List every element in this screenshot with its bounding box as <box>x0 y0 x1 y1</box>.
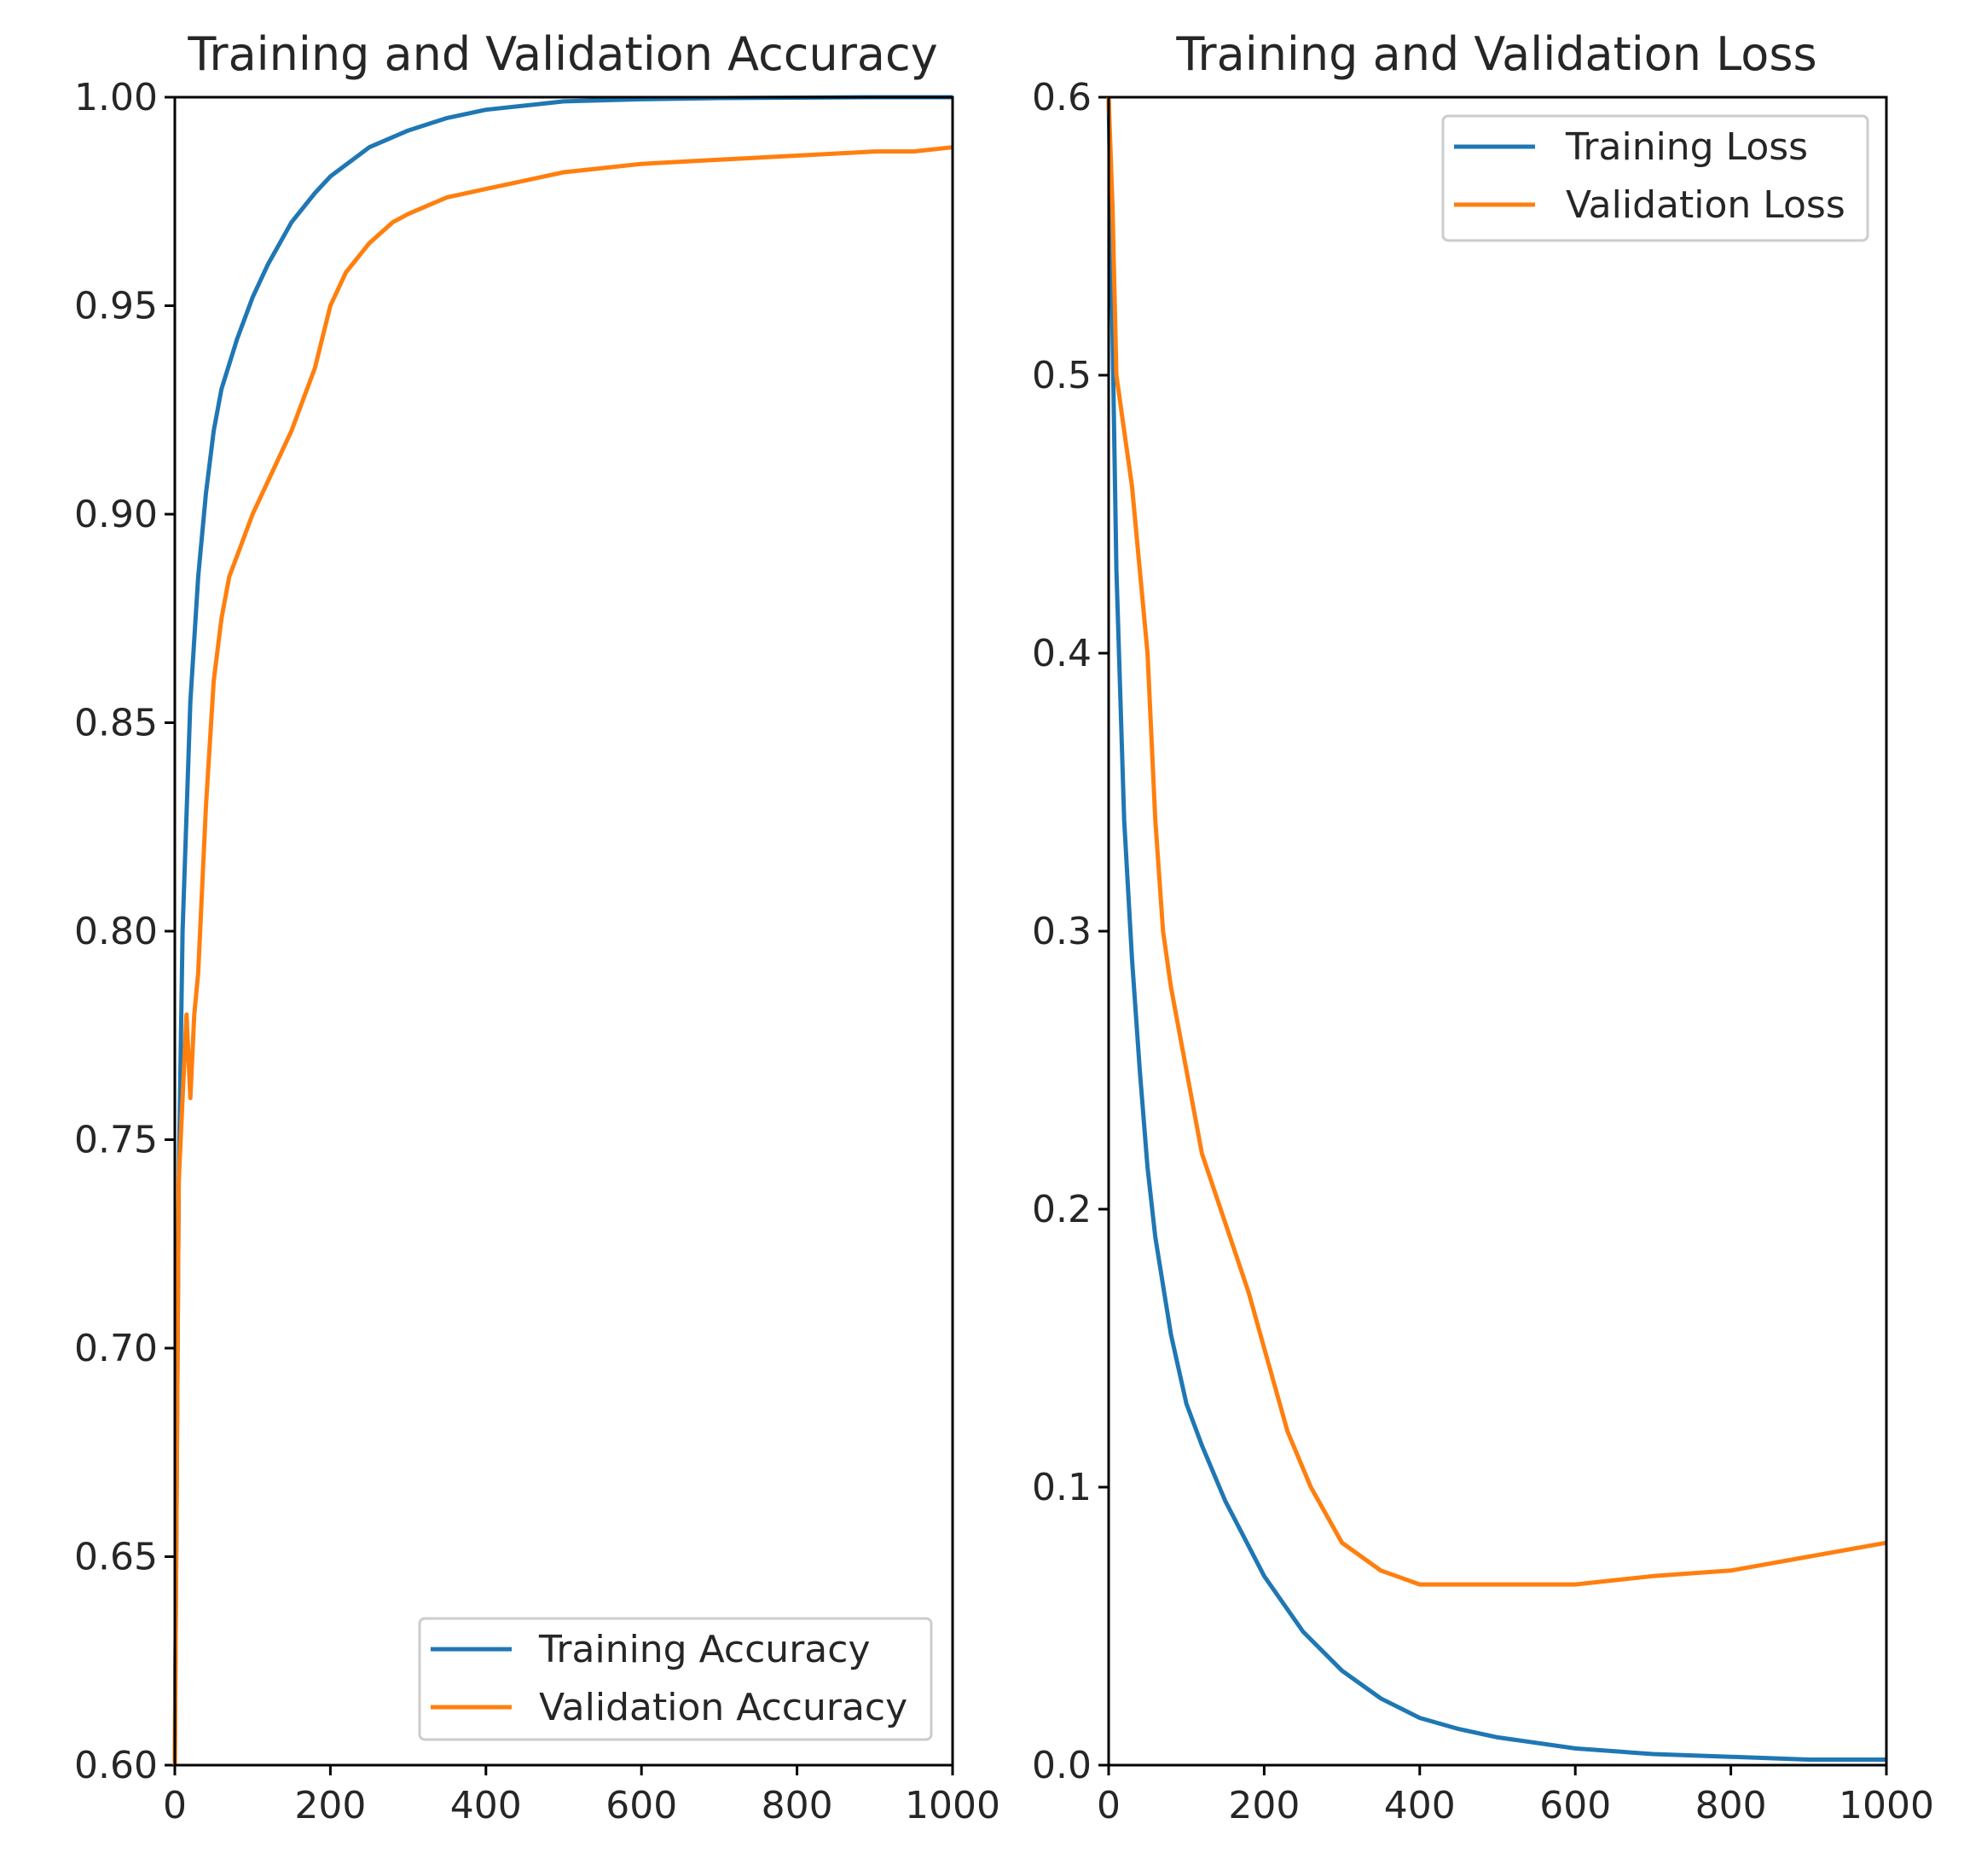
accuracy-x-ticks: 0 200 400 600 800 1000 <box>163 1765 1000 1827</box>
loss-y-tick-label: 0.4 <box>1032 632 1092 675</box>
accuracy-y-tick-label: 0.80 <box>74 910 158 953</box>
loss-chart-title: Training and Validation Loss <box>1175 27 1816 81</box>
loss-y-tick-label: 0.6 <box>1032 76 1092 119</box>
loss-x-tick-label: 400 <box>1384 1784 1456 1827</box>
accuracy-y-tick-label: 0.60 <box>74 1744 158 1787</box>
loss-series <box>1106 96 1887 1762</box>
accuracy-y-tick-label: 0.70 <box>74 1327 158 1370</box>
accuracy-x-tick-label: 200 <box>294 1784 366 1827</box>
accuracy-x-tick-label: 400 <box>450 1784 522 1827</box>
legend-label-validation-loss: Validation Loss <box>1566 183 1845 227</box>
accuracy-x-tick-label: 800 <box>762 1784 833 1827</box>
loss-x-tick-label: 0 <box>1097 1784 1121 1827</box>
accuracy-x-tick-label: 600 <box>605 1784 677 1827</box>
accuracy-series <box>172 95 953 1766</box>
loss-y-tick-label: 0.0 <box>1032 1744 1092 1787</box>
loss-y-tick-label: 0.1 <box>1032 1466 1092 1509</box>
accuracy-legend-box <box>418 1617 933 1741</box>
accuracy-y-tick-label: 0.75 <box>74 1119 158 1162</box>
loss-x-tick-label: 800 <box>1695 1784 1767 1827</box>
loss-series-validation-loss <box>1106 96 1887 1587</box>
accuracy-y-tick-label: 1.00 <box>74 76 158 119</box>
legend-label-training-loss: Training Loss <box>1565 125 1808 169</box>
accuracy-y-tick-label: 0.65 <box>74 1536 158 1579</box>
loss-series-training-loss <box>1106 96 1886 1762</box>
accuracy-y-tick-label: 0.85 <box>74 702 158 745</box>
loss-chart: Training and Validation Loss 0.00.10.20.… <box>1032 27 1934 1827</box>
accuracy-y-tick-label: 0.95 <box>74 285 158 328</box>
accuracy-series-training-accuracy <box>172 95 953 1766</box>
loss-x-tick-label: 200 <box>1228 1784 1300 1827</box>
accuracy-plot-frame <box>173 96 954 1767</box>
accuracy-x-tick-label: 0 <box>163 1784 187 1827</box>
loss-x-ticks: 0 200 400 600 800 1000 <box>1097 1765 1934 1827</box>
accuracy-legend: Training Accuracy Validation Accuracy <box>418 1617 933 1741</box>
loss-y-tick-label: 0.2 <box>1032 1188 1092 1231</box>
accuracy-chart: Training and Validation Accuracy 0.600.6… <box>74 27 1000 1827</box>
accuracy-series-validation-accuracy <box>172 145 953 1766</box>
accuracy-x-tick-label: 1000 <box>905 1784 1000 1827</box>
loss-legend: Training Loss Validation Loss <box>1441 114 1869 242</box>
loss-x-tick-label: 1000 <box>1839 1784 1934 1827</box>
loss-x-tick-label: 600 <box>1539 1784 1611 1827</box>
loss-y-ticks: 0.0 0.1 0.2 0.3 0.4 0.5 0.6 <box>1032 76 1109 1787</box>
accuracy-y-ticks: 0.60 0.65 0.70 0.75 0.80 0.85 0.90 0.95 1.00 <box>74 76 175 1787</box>
loss-plot-frame <box>1107 96 1888 1767</box>
legend-label-training-accuracy: Training Accuracy <box>538 1628 870 1671</box>
loss-legend-box <box>1441 114 1869 242</box>
loss-y-tick-label: 0.5 <box>1032 354 1092 397</box>
accuracy-chart-title: Training and Validation Accuracy <box>187 27 937 81</box>
loss-y-tick-label: 0.3 <box>1032 910 1092 953</box>
accuracy-y-tick-label: 0.90 <box>74 493 158 536</box>
legend-label-validation-accuracy: Validation Accuracy <box>539 1686 907 1729</box>
